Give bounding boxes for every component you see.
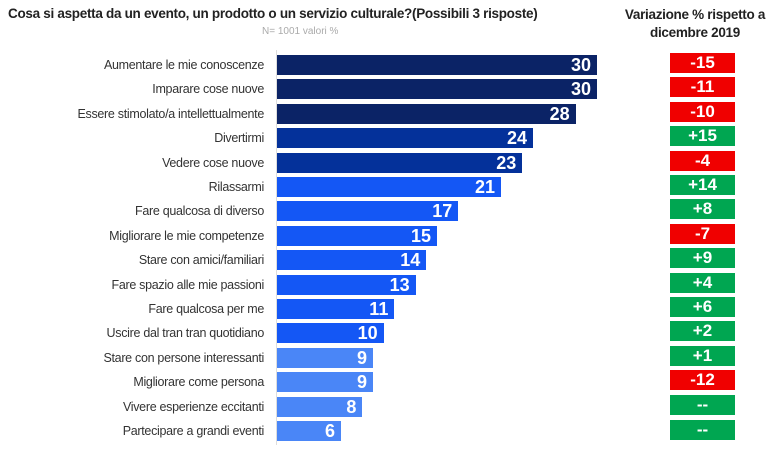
- category-label: Imparare cose nuove: [152, 82, 264, 96]
- category-label: Aumentare le mie conoscenze: [103, 58, 264, 72]
- category-label: Migliorare come persona: [133, 375, 264, 389]
- bar: 30: [277, 55, 597, 75]
- chart-title: Cosa si aspetta da un evento, un prodott…: [8, 6, 538, 21]
- bar: 21: [277, 177, 501, 197]
- change-badge: -7: [670, 224, 735, 244]
- change-badge: --: [670, 395, 735, 415]
- data-label: 14: [400, 250, 421, 270]
- bar: 17: [277, 201, 459, 221]
- bar: 14: [277, 250, 427, 270]
- data-label: 30: [570, 79, 591, 99]
- chart-subtitle: N= 1001 valori %: [262, 26, 339, 37]
- bar: 13: [277, 275, 416, 295]
- data-label: 21: [474, 177, 495, 197]
- change-badge: --: [670, 420, 735, 440]
- change-badge: +4: [670, 273, 735, 293]
- category-label: Rilassarmi: [208, 180, 265, 194]
- bar: 11: [277, 299, 395, 319]
- data-label: 9: [356, 372, 367, 392]
- change-badge: +1: [670, 346, 735, 366]
- change-badge: +6: [670, 297, 735, 317]
- data-label: 13: [389, 275, 410, 295]
- change-badge: -4: [670, 151, 735, 171]
- change-column-title: Variazione % rispetto a dicembre 2019: [624, 7, 766, 40]
- data-label: 8: [346, 397, 357, 417]
- change-badge: +2: [670, 321, 735, 341]
- category-label: Stare con persone interessanti: [103, 351, 264, 365]
- category-label: Vedere cose nuove: [162, 156, 264, 170]
- category-label: Essere stimolato/a intellettualmente: [77, 107, 264, 121]
- bar: 9: [277, 348, 373, 368]
- bar: 23: [277, 153, 523, 173]
- change-badge: -12: [670, 370, 735, 390]
- bar: 8: [277, 397, 363, 417]
- category-label: Fare spazio alle mie passioni: [111, 278, 265, 292]
- change-badge: +8: [670, 199, 735, 219]
- category-label: Stare con amici/familiari: [138, 253, 264, 267]
- bar: 10: [277, 323, 384, 343]
- change-badge: +15: [670, 126, 735, 146]
- change-badge: +9: [670, 248, 735, 268]
- category-label: Vivere esperienze eccitanti: [122, 400, 264, 414]
- data-label: 28: [549, 104, 570, 124]
- change-badge: -10: [670, 102, 735, 122]
- category-label: Partecipare a grandi eventi: [122, 424, 265, 438]
- category-label: Uscire dal tran tran quotidiano: [106, 326, 265, 340]
- data-label: 11: [369, 299, 389, 319]
- data-label: 9: [356, 348, 367, 368]
- data-label: 6: [324, 421, 335, 441]
- bar: 24: [277, 128, 533, 148]
- change-badge: -15: [670, 53, 735, 73]
- data-label: 30: [570, 55, 591, 75]
- data-label: 23: [496, 153, 517, 173]
- data-label: 24: [506, 128, 527, 148]
- data-label: 17: [432, 201, 453, 221]
- bar: 30: [277, 79, 597, 99]
- category-label: Divertirmi: [214, 131, 264, 145]
- category-label: Fare qualcosa di diverso: [135, 204, 264, 218]
- bar: 15: [277, 226, 437, 246]
- bar: 6: [277, 421, 341, 441]
- bar: 28: [277, 104, 576, 124]
- change-badge: -11: [670, 77, 735, 97]
- category-label: Fare qualcosa per me: [148, 302, 264, 316]
- data-label: 15: [410, 226, 431, 246]
- bar: 9: [277, 372, 373, 392]
- change-badge: +14: [670, 175, 735, 195]
- data-label: 10: [357, 323, 378, 343]
- category-label: Migliorare le mie competenze: [109, 229, 264, 243]
- category-axis: [276, 50, 277, 445]
